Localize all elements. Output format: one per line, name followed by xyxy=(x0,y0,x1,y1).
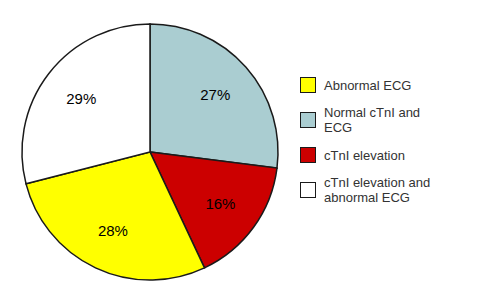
html-text:Normal cTnI and: Normal cTnI and xyxy=(324,105,421,120)
svg-text:29%: 29% xyxy=(66,90,96,107)
html-text:ECG: ECG xyxy=(324,120,353,135)
svg-text:16%: 16% xyxy=(205,195,235,212)
svg-text:28%: 28% xyxy=(98,222,128,239)
svg-text:27%: 27% xyxy=(200,86,230,103)
html-text:cTnI elevation: cTnI elevation xyxy=(324,147,405,163)
html-text:Abnormal ECG: Abnormal ECG xyxy=(324,77,412,93)
html-text:abnormal ECG: abnormal ECG xyxy=(324,190,410,205)
html-text:cTnI elevation and: cTnI elevation and xyxy=(324,175,431,190)
